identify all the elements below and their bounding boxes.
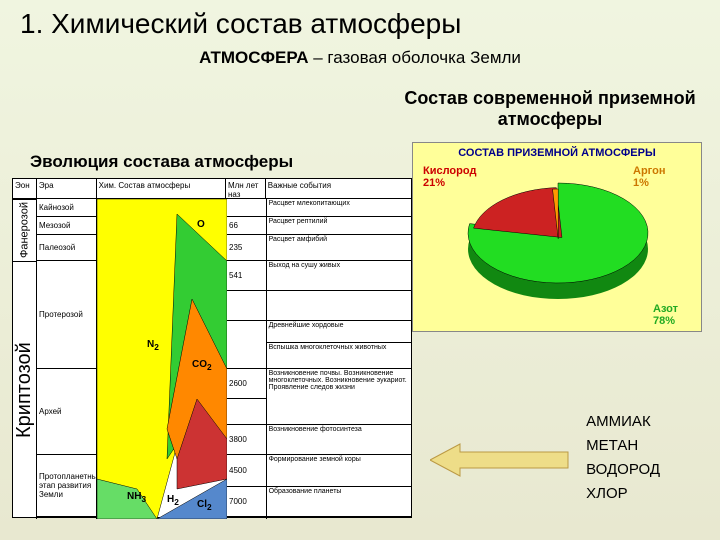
evolution-header: Эон Эра Хим. Состав атмосферы Млн лет на… (13, 179, 411, 199)
col-header-chem: Хим. Состав атмосферы (97, 179, 226, 198)
event-cell: Древнейшие хордовые (267, 321, 411, 343)
event-cell: Расцвет амфибий (267, 235, 411, 261)
age-cell: 7000 (227, 487, 266, 517)
event-cell: Расцвет рептилий (267, 217, 411, 235)
subtitle-bold: АТМОСФЕРА (199, 48, 308, 67)
age-column: 66235541 2600 380045007000 (227, 199, 267, 519)
pie-label: Аргон1% (633, 165, 665, 189)
evolution-body: ФанерозойКриптозой КайнозойМезозойПалеоз… (13, 199, 411, 519)
event-cell: Возникновение почвы. Возникновение много… (267, 369, 411, 425)
col-header-age: Млн лет наз (226, 179, 266, 198)
chem-label: N2 (147, 339, 159, 352)
events-column: Расцвет млекопитающихРасцвет рептилийРас… (267, 199, 411, 519)
event-cell (267, 291, 411, 321)
chem-label: NH3 (127, 491, 146, 504)
era-cell: Кайнозой (37, 199, 96, 217)
age-cell: 2600 (227, 369, 266, 399)
age-cell: 3800 (227, 425, 266, 455)
age-cell (227, 399, 266, 425)
age-cell: 4500 (227, 455, 266, 487)
pie-label: Кислород21% (423, 165, 476, 189)
gas-item: ВОДОРОД (586, 458, 660, 482)
age-cell: 235 (227, 235, 266, 261)
pie-svg (458, 173, 658, 323)
section-heading-left: Эволюция состава атмосферы (30, 152, 293, 172)
age-cell: 541 (227, 261, 266, 291)
evolution-chart: Эон Эра Хим. Состав атмосферы Млн лет на… (12, 178, 412, 518)
event-cell: Образование планеты (267, 487, 411, 517)
era-cell: Мезозой (37, 217, 96, 235)
event-cell: Формирование земной коры (267, 455, 411, 487)
chem-label: Cl2 (197, 499, 212, 512)
gas-item: АММИАК (586, 410, 660, 434)
chem-label: CO2 (192, 359, 212, 372)
era-cell: Палеозой (37, 235, 96, 261)
chem-label: H2 (167, 494, 179, 507)
event-cell: Возникновение фотосинтеза (267, 425, 411, 455)
event-cell: Вспышка многоклеточных животных (267, 343, 411, 369)
eon-column: ФанерозойКриптозой (13, 199, 37, 519)
era-cell: Протерозой (37, 261, 96, 369)
chem-column: O N2 CO2 NH3 H2 Cl2 (97, 199, 227, 519)
era-cell: Протопланетный этап развития Земли (37, 455, 96, 517)
pie-title: СОСТАВ ПРИЗЕМНОЙ АТМОСФЕРЫ (413, 143, 701, 159)
col-header-era: Эра (37, 179, 97, 198)
event-cell: Выход на сушу живых (267, 261, 411, 291)
eon-cell: Криптозой (13, 261, 36, 519)
event-cell: Расцвет млекопитающих (267, 199, 411, 217)
pie-label: Азот78% (653, 303, 678, 327)
chem-label: O (197, 219, 205, 230)
gas-item: ХЛОР (586, 482, 660, 506)
era-cell: Архей (37, 369, 96, 455)
page-title: 1. Химический состав атмосферы (0, 0, 720, 44)
era-column: КайнозойМезозойПалеозойПротерозойАрхейПр… (37, 199, 97, 519)
age-cell: 66 (227, 217, 266, 235)
col-header-eon: Эон (13, 179, 37, 198)
section-heading-right: Состав современной приземной атмосферы (400, 88, 700, 130)
age-cell (227, 199, 266, 217)
subtitle: АТМОСФЕРА – газовая оболочка Земли (0, 44, 720, 72)
gas-list: АММИАКМЕТАНВОДОРОДХЛОР (586, 410, 660, 506)
arrow-icon (430, 440, 570, 480)
age-cell (227, 291, 266, 321)
pie-chart: СОСТАВ ПРИЗЕМНОЙ АТМОСФЕРЫ Азот78% Кислор… (412, 142, 702, 332)
subtitle-rest: – газовая оболочка Земли (309, 48, 521, 67)
age-cell (227, 321, 266, 369)
col-header-events: Важные события (266, 179, 411, 198)
eon-cell: Фанерозой (13, 199, 36, 261)
gas-item: МЕТАН (586, 434, 660, 458)
